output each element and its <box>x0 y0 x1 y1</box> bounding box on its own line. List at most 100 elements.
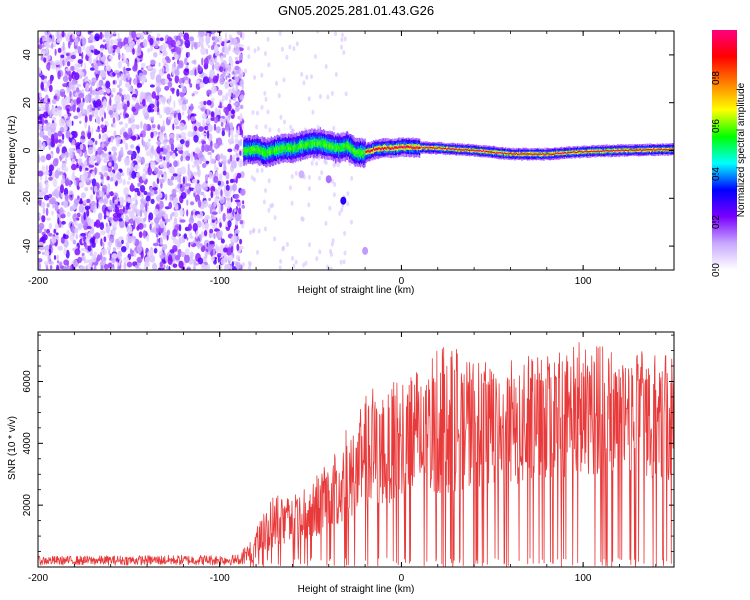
noise-cell <box>77 158 83 164</box>
noise-cell <box>48 193 53 198</box>
noise-cell <box>191 44 194 50</box>
signal-cell <box>328 144 330 148</box>
noise-cell <box>39 130 45 138</box>
noise-cell <box>94 113 99 118</box>
noise-cell <box>193 188 196 193</box>
noise-cell <box>132 203 137 212</box>
noise-cell <box>107 241 112 247</box>
noise-cell <box>125 241 130 250</box>
signal-cell <box>486 150 488 153</box>
noise-cell <box>52 116 57 122</box>
noise-cell <box>96 75 99 81</box>
signal-cell <box>624 149 627 151</box>
noise-cell <box>124 122 128 129</box>
noise-cell <box>222 212 226 222</box>
noise-cell <box>46 217 51 221</box>
noise-cell <box>197 168 201 178</box>
noise-cell <box>307 186 311 192</box>
signal-cell <box>272 145 275 154</box>
signal-cell <box>391 146 393 150</box>
noise-cell <box>185 155 191 161</box>
signal-cell <box>305 143 307 147</box>
noise-cell <box>225 197 231 201</box>
noise-cell <box>142 140 145 147</box>
signal-cell <box>640 148 642 151</box>
noise-cell <box>118 121 123 125</box>
noise-cell <box>239 238 243 245</box>
colorbar-tick-label: 0.6 <box>711 119 722 133</box>
signal-cell <box>622 149 625 152</box>
noise-cell <box>197 199 202 208</box>
noise-cell <box>80 232 86 237</box>
spectrogram-y-tick-label: 20 <box>22 97 33 109</box>
noise-cell <box>105 222 108 227</box>
noise-cell <box>225 184 230 192</box>
noise-cell <box>81 135 85 140</box>
noise-cell <box>154 216 160 224</box>
noise-cell <box>178 224 182 232</box>
noise-cell <box>239 138 243 147</box>
noise-cell <box>186 189 191 194</box>
signal-cell <box>607 150 609 152</box>
noise-cell <box>63 259 70 266</box>
noise-cell <box>175 53 179 60</box>
noise-cell <box>118 79 123 87</box>
noise-cell <box>153 131 157 137</box>
noise-cell <box>155 223 160 229</box>
noise-cell <box>83 62 87 71</box>
noise-cell <box>131 97 137 101</box>
noise-cell <box>62 41 65 51</box>
signal-cell <box>333 145 336 150</box>
noise-cell <box>208 110 211 115</box>
signal-cell <box>348 145 350 149</box>
noise-cell <box>84 94 90 104</box>
noise-cell <box>114 195 117 200</box>
noise-cell <box>153 190 158 195</box>
noise-cell <box>251 110 255 115</box>
noise-cell <box>193 125 198 132</box>
noise-cell <box>161 125 166 132</box>
noise-cell <box>182 152 186 158</box>
noise-cell <box>235 220 238 226</box>
noise-cell <box>193 265 196 270</box>
signal-cell <box>281 145 283 149</box>
signal-cell <box>532 153 534 156</box>
noise-cell <box>184 57 188 65</box>
signal-cell <box>445 147 447 150</box>
noise-cell <box>307 202 311 208</box>
noise-cell <box>102 39 106 43</box>
noise-cell <box>109 97 112 106</box>
noise-cell <box>117 38 122 42</box>
noise-cell <box>73 259 78 268</box>
noise-cell <box>154 105 158 112</box>
signal-cell <box>412 147 414 150</box>
signal-cell <box>324 143 326 147</box>
signal-cell <box>525 153 528 155</box>
noise-cell <box>218 161 221 166</box>
noise-cell <box>223 163 227 173</box>
noise-cell <box>66 61 71 67</box>
signal-cell <box>326 143 328 148</box>
noise-cell <box>136 37 141 47</box>
noise-cell <box>136 33 140 38</box>
noise-cell <box>224 81 228 90</box>
noise-cell <box>57 217 60 225</box>
signal-cell <box>568 151 570 154</box>
noise-cell <box>207 44 210 49</box>
noise-cell <box>99 108 105 118</box>
noise-cell <box>150 198 155 205</box>
noise-cell <box>172 263 178 268</box>
noise-cell <box>131 106 136 112</box>
noise-cell <box>339 259 343 265</box>
signal-cell <box>401 145 403 149</box>
noise-cell <box>188 242 191 248</box>
noise-cell <box>52 178 58 188</box>
noise-cell <box>159 254 165 259</box>
signal-cell <box>530 153 532 155</box>
noise-cell <box>182 76 189 81</box>
signal-cell <box>522 153 524 155</box>
noise-cell <box>106 175 110 181</box>
noise-cell <box>76 83 82 88</box>
noise-cell <box>116 102 123 111</box>
noise-cell <box>253 75 257 80</box>
